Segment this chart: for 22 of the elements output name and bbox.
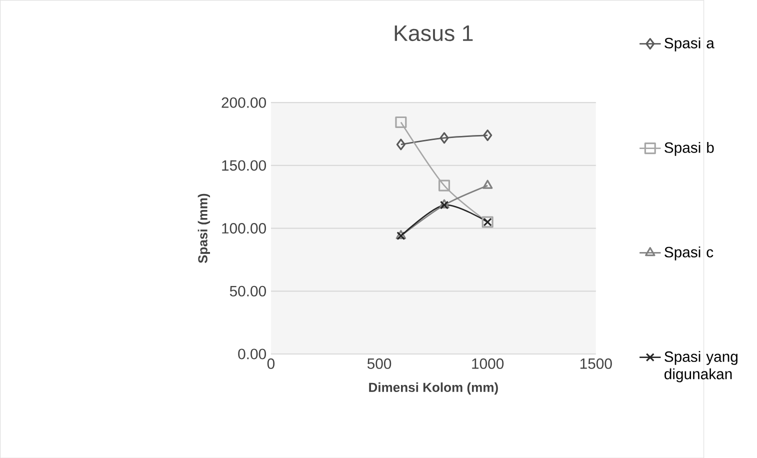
- y-tick-label: 200.00: [222, 97, 266, 108]
- x-tick-label: 1500: [580, 358, 612, 369]
- point: [395, 116, 407, 128]
- x-tick-label: 0: [267, 358, 275, 369]
- point: [482, 180, 493, 189]
- chart-title: Kasus 1: [394, 25, 473, 41]
- legend-label: Spasi yang digunakan: [664, 350, 738, 382]
- y-tick-label: 150.00: [222, 160, 266, 171]
- y-axis-title: Spasi (mm): [198, 194, 210, 263]
- y-tick-label: 50.00: [230, 286, 266, 296]
- legend-label: Spasi a: [664, 37, 714, 52]
- legend-label: Spasi b: [664, 142, 714, 156]
- point: [438, 180, 450, 192]
- point: [483, 129, 492, 141]
- legend-label: Spasi c: [664, 246, 714, 260]
- point: [396, 138, 406, 150]
- x-tick-label: 1000: [472, 358, 504, 369]
- y-tick-label: 0.00: [238, 348, 266, 360]
- x-axis-title: Dimensi Kolom (mm): [369, 382, 498, 394]
- x-tick-label: 500: [367, 358, 392, 369]
- point: [440, 132, 449, 144]
- y-tick-label: 100.00: [222, 222, 266, 234]
